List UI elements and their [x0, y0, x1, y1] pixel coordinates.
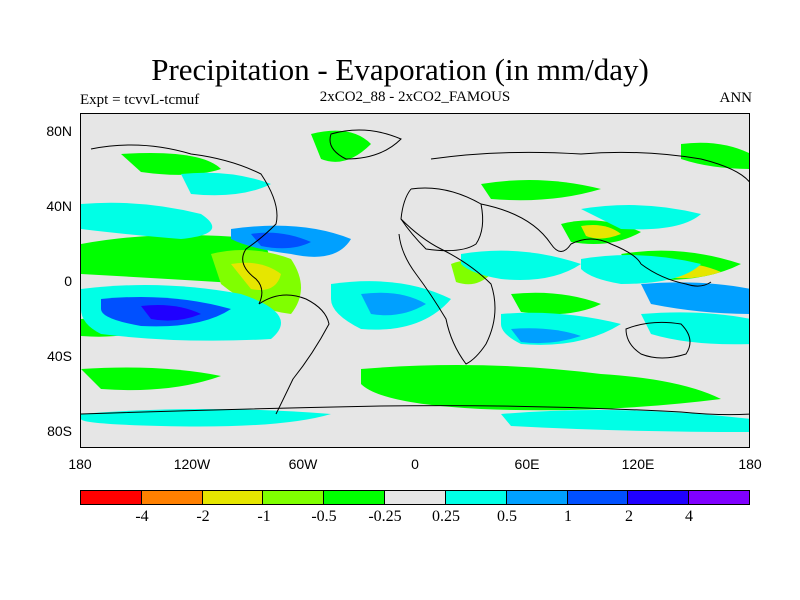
x-tick-label: 60W — [288, 456, 318, 472]
colorbar-swatch — [81, 491, 142, 504]
colorbar-label: -0.25 — [368, 508, 402, 525]
season-label: ANN — [719, 90, 753, 106]
colorbar-swatch — [567, 491, 629, 504]
chart-title: Precipitation - Evaporation (in mm/day) — [151, 52, 649, 87]
x-tick-label: 180 — [68, 456, 92, 472]
y-tick-label: 40S — [47, 348, 72, 364]
colorbar-label: 4 — [685, 508, 693, 525]
map-svg — [81, 129, 749, 432]
x-tick-label: 60E — [514, 456, 540, 472]
colorbar-label: 2 — [625, 508, 633, 525]
colorbar-label: 0.25 — [432, 508, 460, 525]
y-tick-label: 40N — [46, 198, 72, 214]
chart-subtitle: 2xCO2_88 - 2xCO2_FAMOUS — [319, 89, 511, 105]
colorbar-swatch — [141, 491, 203, 504]
y-tick-label: 0 — [64, 273, 72, 289]
y-tick-label: 80N — [46, 123, 72, 139]
colorbar-label: 0.5 — [497, 508, 517, 525]
x-tick-label: 180 — [738, 456, 762, 472]
colorbar-label: -1 — [257, 508, 271, 525]
colorbar-swatch — [445, 491, 507, 504]
x-tick-label: 0 — [411, 456, 419, 472]
map-plot — [80, 113, 750, 448]
colorbar-swatch — [689, 491, 749, 504]
colorbar-swatch — [385, 491, 446, 504]
colorbar-label: 1 — [564, 508, 572, 525]
colorbar-label: -4 — [135, 508, 149, 525]
colorbar-swatch — [202, 491, 264, 504]
colorbar-swatch — [263, 491, 325, 504]
colorbar-swatch — [628, 491, 690, 504]
colorbar-label: -2 — [196, 508, 210, 525]
colorbar-label: -0.5 — [311, 508, 337, 525]
experiment-label: Expt = tcvvL-tcmuf — [80, 92, 200, 108]
colorbar — [80, 490, 750, 505]
x-tick-label: 120E — [621, 456, 655, 472]
colorbar-swatch — [506, 491, 568, 504]
y-tick-label: 80S — [47, 423, 72, 439]
colorbar-swatch — [324, 491, 386, 504]
contour-fills — [81, 130, 749, 432]
x-tick-label: 120W — [173, 456, 211, 472]
coastlines — [81, 129, 749, 416]
